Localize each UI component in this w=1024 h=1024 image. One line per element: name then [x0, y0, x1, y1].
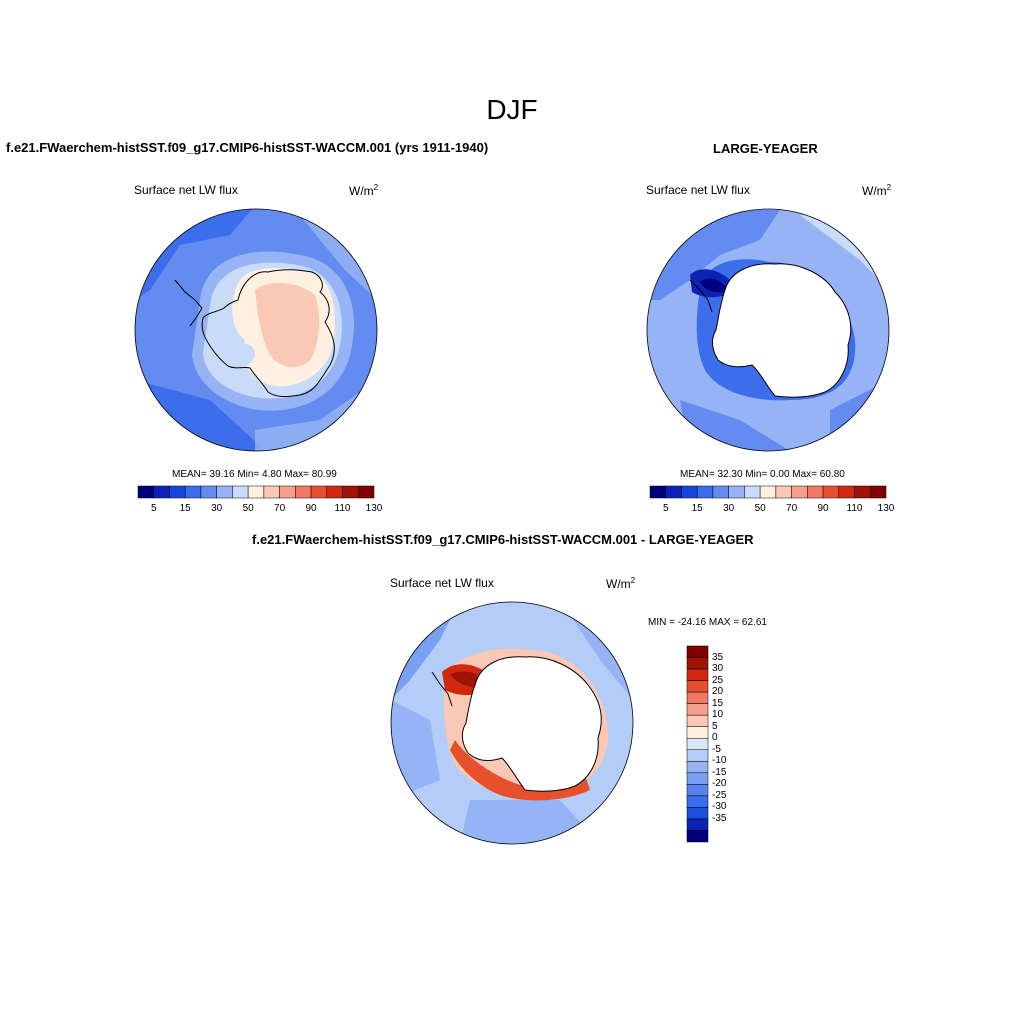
colorbar-swatch: [807, 485, 824, 499]
colorbar-swatch: [728, 485, 745, 499]
colorbar-tick-label: 15: [179, 503, 191, 514]
colorbar-swatch: [232, 485, 249, 499]
colorbar-swatch: [686, 680, 709, 693]
colorbar-swatch: [279, 485, 296, 499]
colorbar-tick-label: 30: [211, 503, 223, 514]
colorbar-swatch: [686, 795, 709, 808]
colorbar-swatch: [696, 485, 714, 499]
colorbar-swatch: [822, 485, 840, 499]
colorbar-swatch: [775, 485, 792, 499]
colorbar-tick-label: 130: [877, 503, 895, 514]
colorbar-swatch: [686, 645, 709, 658]
colorbar-tick-label: 15: [691, 503, 703, 514]
panel2-variable-label: Surface net LW flux: [646, 183, 750, 197]
colorbar-tick-label: 10: [712, 709, 724, 721]
colorbar-swatch: [681, 485, 698, 499]
colorbar-swatch: [759, 485, 777, 499]
colorbar-tick-label: 5: [712, 720, 718, 732]
colorbar-swatch: [838, 485, 855, 499]
colorbar-tick-label: -5: [712, 743, 721, 755]
colorbar-tick-label: 35: [712, 651, 724, 663]
panel3-units-label: W/m2: [606, 576, 636, 591]
panel1-title: f.e21.FWaerchem-histSST.f09_g17.CMIP6-hi…: [6, 140, 489, 155]
colorbar-swatch: [153, 485, 170, 499]
panel1-colorbar: [137, 485, 375, 499]
panel3-colorbar: [686, 645, 709, 843]
panel3-title: f.e21.FWaerchem-histSST.f09_g17.CMIP6-hi…: [252, 532, 754, 547]
colorbar-swatch: [200, 485, 217, 499]
colorbar-swatch: [686, 737, 709, 751]
colorbar-swatch: [358, 485, 375, 499]
colorbar-swatch: [295, 485, 312, 499]
colorbar-swatch: [686, 726, 709, 739]
colorbar-swatch: [216, 485, 233, 499]
panel3-stats: MIN = -24.16 MAX = 62.61: [648, 617, 767, 628]
colorbar-tick-label: 110: [334, 503, 351, 514]
colorbar-tick-label: 130: [365, 503, 383, 514]
colorbar-tick-label: -30: [712, 801, 727, 813]
colorbar-swatch: [686, 749, 709, 762]
colorbar-tick-label: 15: [712, 697, 724, 709]
colorbar-swatch: [686, 807, 709, 820]
panel2-units-label: W/m2: [862, 183, 892, 198]
colorbar-swatch: [791, 485, 808, 499]
colorbar-tick-label: 90: [305, 503, 317, 514]
panel3-variable-label: Surface net LW flux: [390, 576, 494, 590]
panel1-stats: MEAN= 39.16 Min= 4.80 Max= 80.99: [172, 469, 337, 480]
panel2-stats: MEAN= 32.30 Min= 0.00 Max= 60.80: [680, 469, 845, 480]
colorbar-swatch: [686, 772, 709, 785]
colorbar-tick-label: -25: [712, 789, 727, 801]
colorbar-swatch: [247, 485, 265, 499]
panel3-map: [391, 602, 633, 844]
colorbar-swatch: [649, 485, 666, 499]
colorbar-swatch: [686, 703, 709, 716]
colorbar-swatch: [686, 668, 709, 681]
colorbar-tick-label: 70: [274, 503, 286, 514]
colorbar-tick-label: 90: [817, 503, 829, 514]
colorbar-tick-label: 30: [712, 663, 724, 675]
colorbar-swatch: [342, 485, 359, 499]
colorbar-swatch: [184, 485, 202, 499]
colorbar-tick-label: 0: [712, 732, 718, 744]
colorbar-swatch: [686, 657, 709, 670]
colorbar-tick-label: 5: [150, 503, 157, 514]
figure-title: DJF: [486, 94, 538, 125]
colorbar-tick-label: 5: [662, 503, 669, 514]
panel2-map: [647, 209, 889, 451]
colorbar-swatch: [686, 818, 709, 831]
colorbar-tick-label: 110: [846, 503, 863, 514]
colorbar-swatch: [326, 485, 343, 499]
colorbar-tick-label: -15: [712, 766, 727, 778]
colorbar-swatch: [744, 485, 761, 499]
colorbar-tick-label: -10: [712, 755, 727, 767]
colorbar-swatch: [686, 714, 709, 727]
colorbar-swatch: [137, 485, 154, 499]
colorbar-tick-label: 20: [712, 686, 724, 698]
colorbar-swatch: [665, 485, 682, 499]
colorbar-tick-label: 50: [754, 503, 766, 514]
colorbar-swatch: [712, 485, 729, 499]
colorbar-swatch: [686, 691, 709, 704]
colorbar-tick-label: -35: [712, 812, 727, 824]
panel2-title: LARGE-YEAGER: [713, 141, 818, 156]
colorbar-tick-label: 30: [723, 503, 735, 514]
panel1-units-label: W/m2: [349, 183, 379, 198]
colorbar-swatch: [686, 830, 709, 843]
panel2-colorbar: [649, 485, 887, 499]
colorbar-swatch: [686, 761, 709, 774]
colorbar-swatch: [854, 485, 871, 499]
colorbar-swatch: [169, 485, 186, 499]
colorbar-swatch: [310, 485, 328, 499]
colorbar-swatch: [870, 485, 887, 499]
colorbar-swatch: [686, 784, 709, 797]
panel1-variable-label: Surface net LW flux: [134, 183, 238, 197]
colorbar-swatch: [263, 485, 280, 499]
colorbar-tick-label: 70: [786, 503, 798, 514]
colorbar-tick-label: 50: [242, 503, 254, 514]
colorbar-tick-label: 25: [712, 674, 724, 686]
colorbar-tick-label: -20: [712, 778, 727, 790]
